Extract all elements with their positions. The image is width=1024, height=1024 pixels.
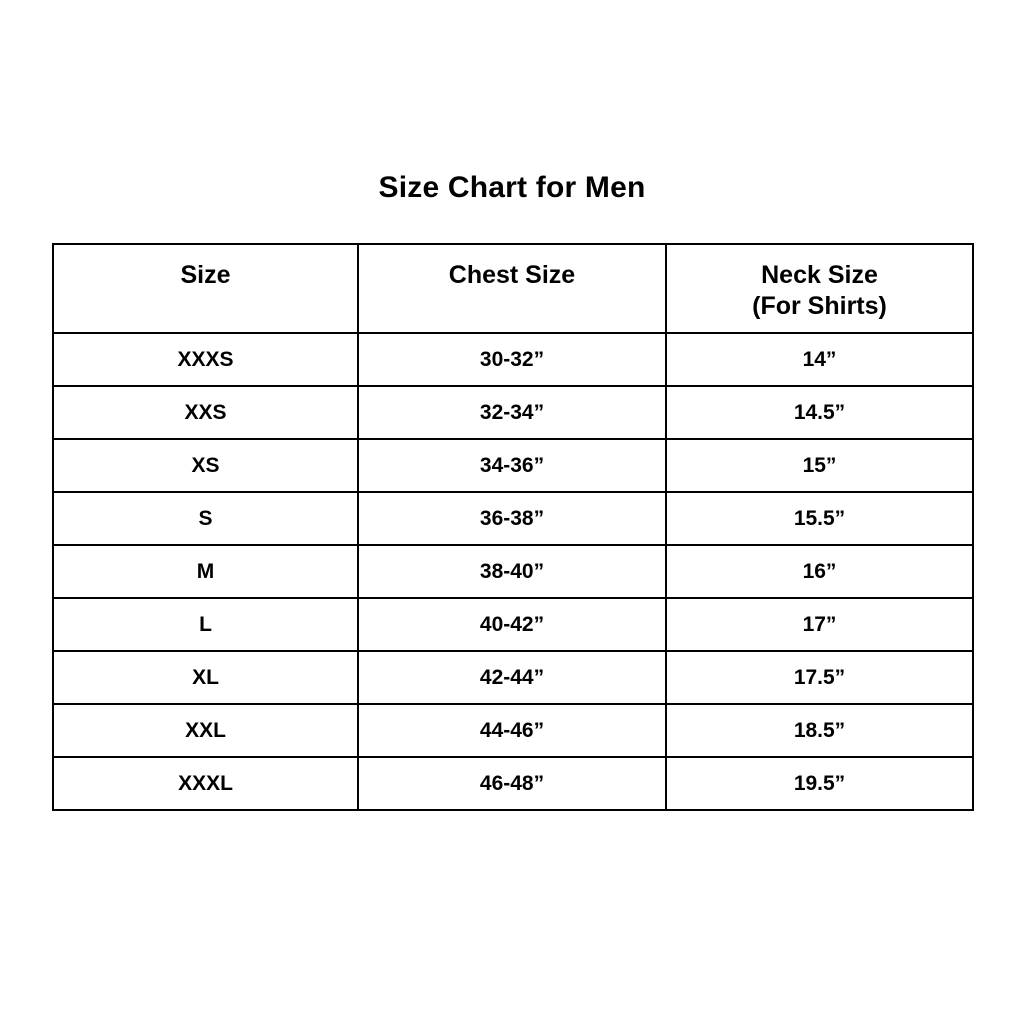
cell-size: S bbox=[52, 491, 359, 546]
cell-chest-size: 42-44” bbox=[357, 650, 667, 705]
cell-size: XXXL bbox=[52, 756, 359, 811]
table-row: L 40-42” 17” bbox=[52, 597, 974, 652]
size-chart-table: Size Chest Size Neck Size (For Shirts) X… bbox=[52, 243, 974, 811]
cell-size: M bbox=[52, 544, 359, 599]
cell-chest-size: 30-32” bbox=[357, 332, 667, 387]
cell-chest-size: 40-42” bbox=[357, 597, 667, 652]
table-row: XXL 44-46” 18.5” bbox=[52, 703, 974, 758]
cell-neck-size: 17” bbox=[665, 597, 974, 652]
cell-chest-size: 38-40” bbox=[357, 544, 667, 599]
cell-neck-size: 15.5” bbox=[665, 491, 974, 546]
cell-neck-size: 16” bbox=[665, 544, 974, 599]
cell-neck-size: 14.5” bbox=[665, 385, 974, 440]
cell-size: XL bbox=[52, 650, 359, 705]
cell-chest-size: 34-36” bbox=[357, 438, 667, 493]
cell-size: XXL bbox=[52, 703, 359, 758]
table-row: XXS 32-34” 14.5” bbox=[52, 385, 974, 440]
header-neck-size-sublabel: (For Shirts) bbox=[752, 292, 887, 320]
cell-size: XXXS bbox=[52, 332, 359, 387]
cell-neck-size: 17.5” bbox=[665, 650, 974, 705]
header-neck-size-label: Neck Size bbox=[761, 261, 878, 289]
header-size-label: Size bbox=[180, 261, 231, 289]
table-row: S 36-38” 15.5” bbox=[52, 491, 974, 546]
header-size: Size bbox=[52, 243, 359, 334]
header-chest-size: Chest Size bbox=[357, 243, 667, 334]
header-neck-size: Neck Size (For Shirts) bbox=[665, 243, 974, 334]
table-row: XXXS 30-32” 14” bbox=[52, 332, 974, 387]
table-row: XS 34-36” 15” bbox=[52, 438, 974, 493]
table-header-row: Size Chest Size Neck Size (For Shirts) bbox=[52, 243, 974, 334]
cell-chest-size: 32-34” bbox=[357, 385, 667, 440]
cell-neck-size: 18.5” bbox=[665, 703, 974, 758]
cell-neck-size: 19.5” bbox=[665, 756, 974, 811]
cell-neck-size: 14” bbox=[665, 332, 974, 387]
cell-chest-size: 46-48” bbox=[357, 756, 667, 811]
table-row: M 38-40” 16” bbox=[52, 544, 974, 599]
header-chest-size-label: Chest Size bbox=[448, 261, 576, 289]
cell-size: XXS bbox=[52, 385, 359, 440]
cell-neck-size: 15” bbox=[665, 438, 974, 493]
cell-chest-size: 44-46” bbox=[357, 703, 667, 758]
cell-chest-size: 36-38” bbox=[357, 491, 667, 546]
cell-size: XS bbox=[52, 438, 359, 493]
table-row: XL 42-44” 17.5” bbox=[52, 650, 974, 705]
cell-size: L bbox=[52, 597, 359, 652]
page-title: Size Chart for Men bbox=[378, 171, 646, 204]
table-row: XXXL 46-48” 19.5” bbox=[52, 756, 974, 811]
